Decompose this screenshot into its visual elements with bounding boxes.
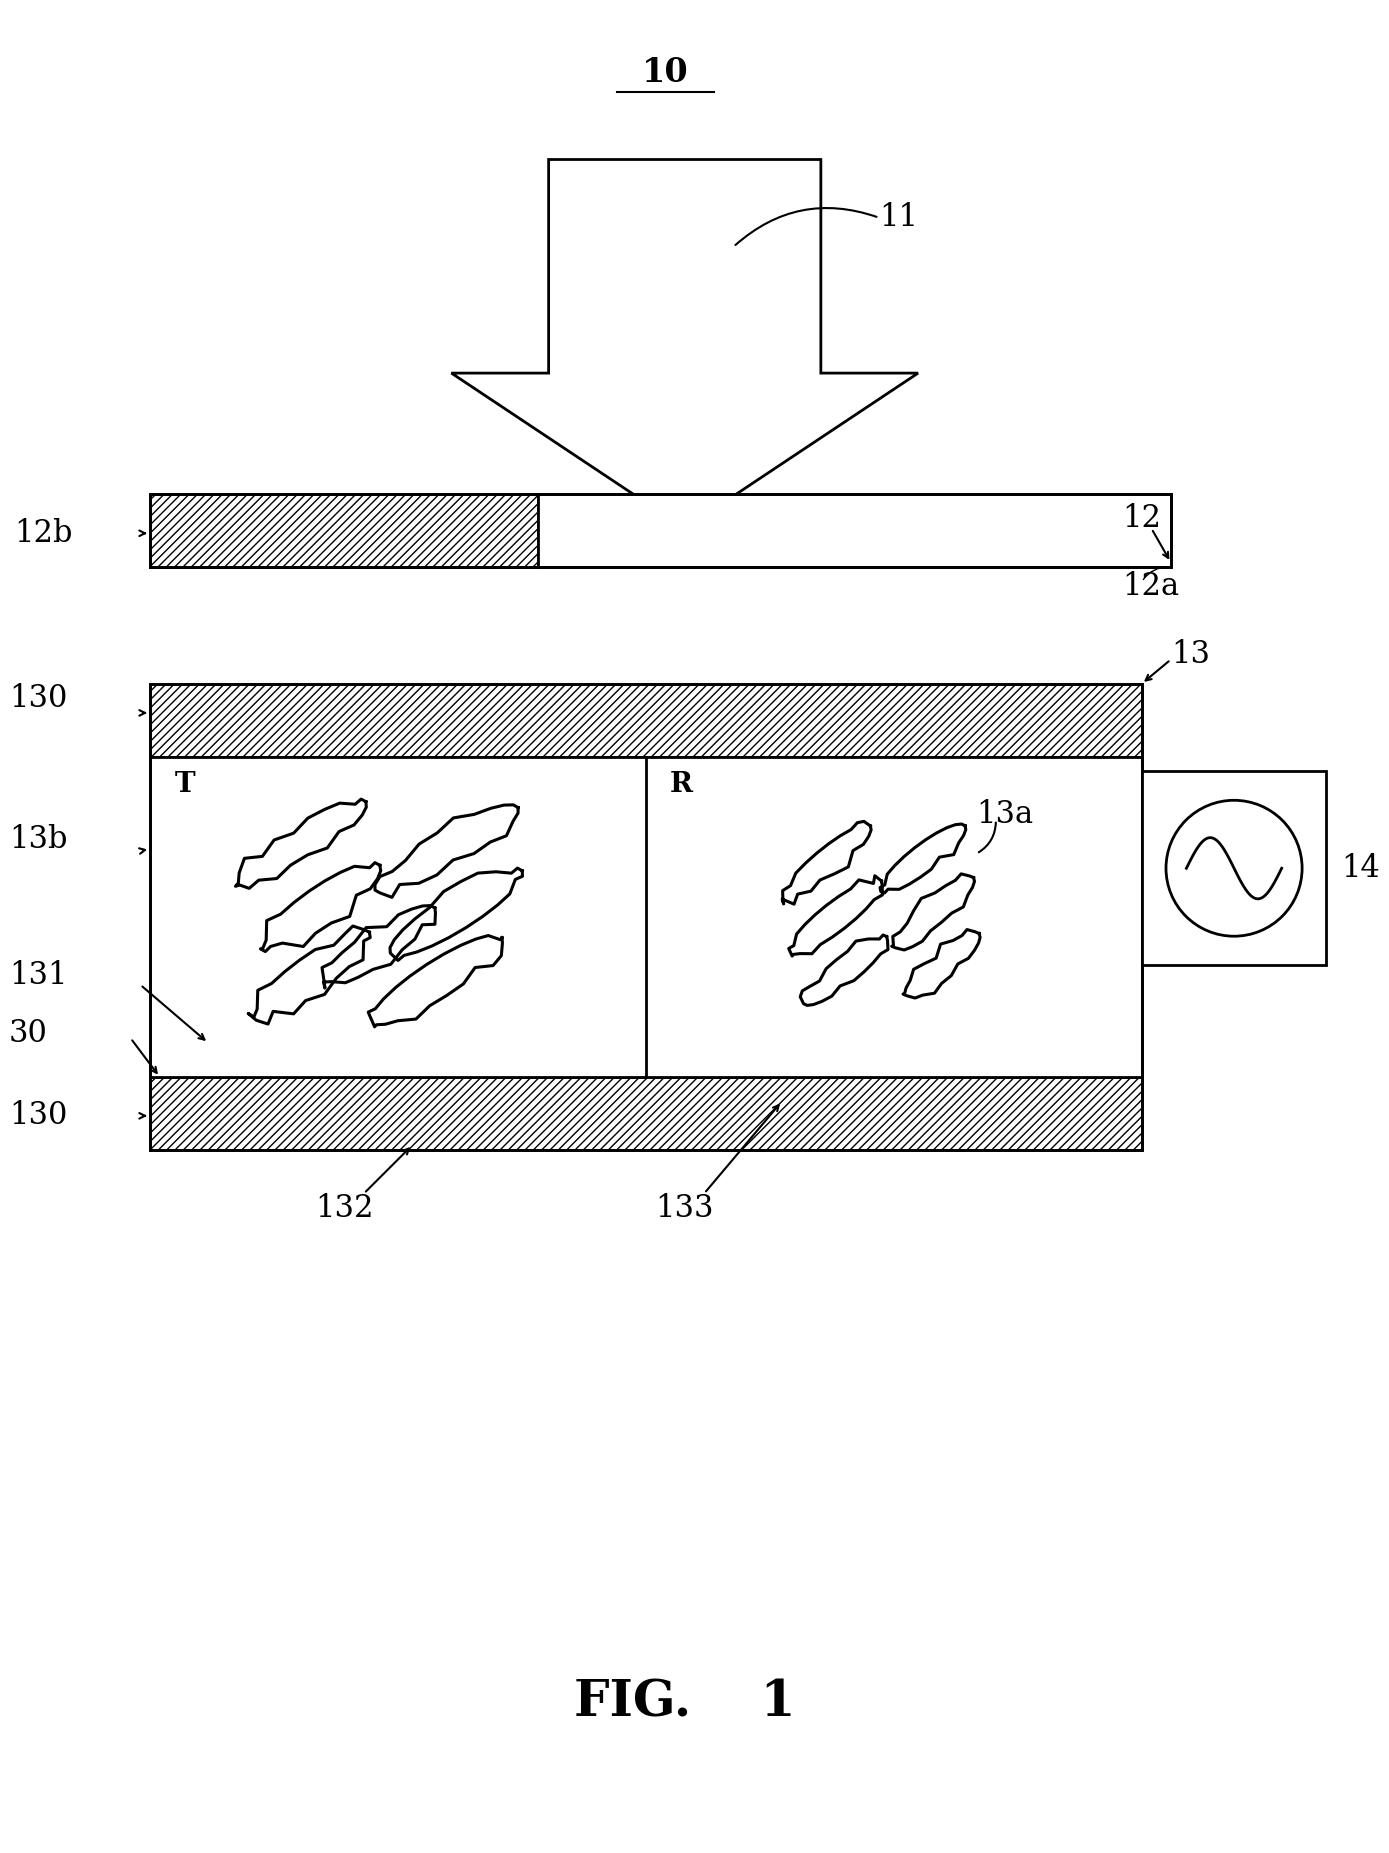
Polygon shape: [249, 926, 371, 1025]
Polygon shape: [390, 869, 522, 960]
Polygon shape: [800, 936, 888, 1006]
Text: 10: 10: [642, 56, 689, 89]
Bar: [150, 756, 1142, 1077]
Bar: [150, 684, 1142, 1151]
Text: 130: 130: [8, 1101, 68, 1132]
Polygon shape: [892, 875, 975, 951]
Text: 133: 133: [656, 1193, 714, 1223]
Bar: [150, 684, 1142, 756]
Polygon shape: [375, 804, 518, 897]
Bar: [538, 495, 1171, 567]
Polygon shape: [789, 876, 882, 956]
Text: 12b: 12b: [14, 517, 72, 548]
Polygon shape: [260, 863, 381, 952]
Text: 131: 131: [8, 960, 68, 991]
Text: 13a: 13a: [976, 799, 1033, 830]
Text: 130: 130: [8, 684, 68, 713]
Text: 12: 12: [1122, 504, 1161, 534]
Text: 12a: 12a: [1122, 571, 1179, 602]
Text: 11: 11: [879, 202, 918, 233]
Polygon shape: [368, 936, 503, 1027]
Bar: [1142, 771, 1326, 965]
Polygon shape: [322, 906, 435, 988]
Bar: [150, 1077, 1142, 1151]
Text: FIG.    1: FIG. 1: [574, 1679, 796, 1727]
Text: 13b: 13b: [8, 823, 68, 854]
Text: 132: 132: [315, 1193, 374, 1223]
Text: 30: 30: [8, 1017, 47, 1049]
Text: 13: 13: [1171, 639, 1210, 671]
Polygon shape: [881, 825, 965, 893]
Polygon shape: [903, 930, 981, 999]
Bar: [150, 495, 538, 567]
Bar: [150, 495, 1171, 567]
Polygon shape: [782, 821, 871, 904]
Text: T: T: [174, 771, 194, 799]
Polygon shape: [236, 799, 367, 888]
Text: R: R: [669, 771, 693, 799]
Text: 14: 14: [1340, 852, 1379, 884]
Polygon shape: [451, 159, 918, 528]
